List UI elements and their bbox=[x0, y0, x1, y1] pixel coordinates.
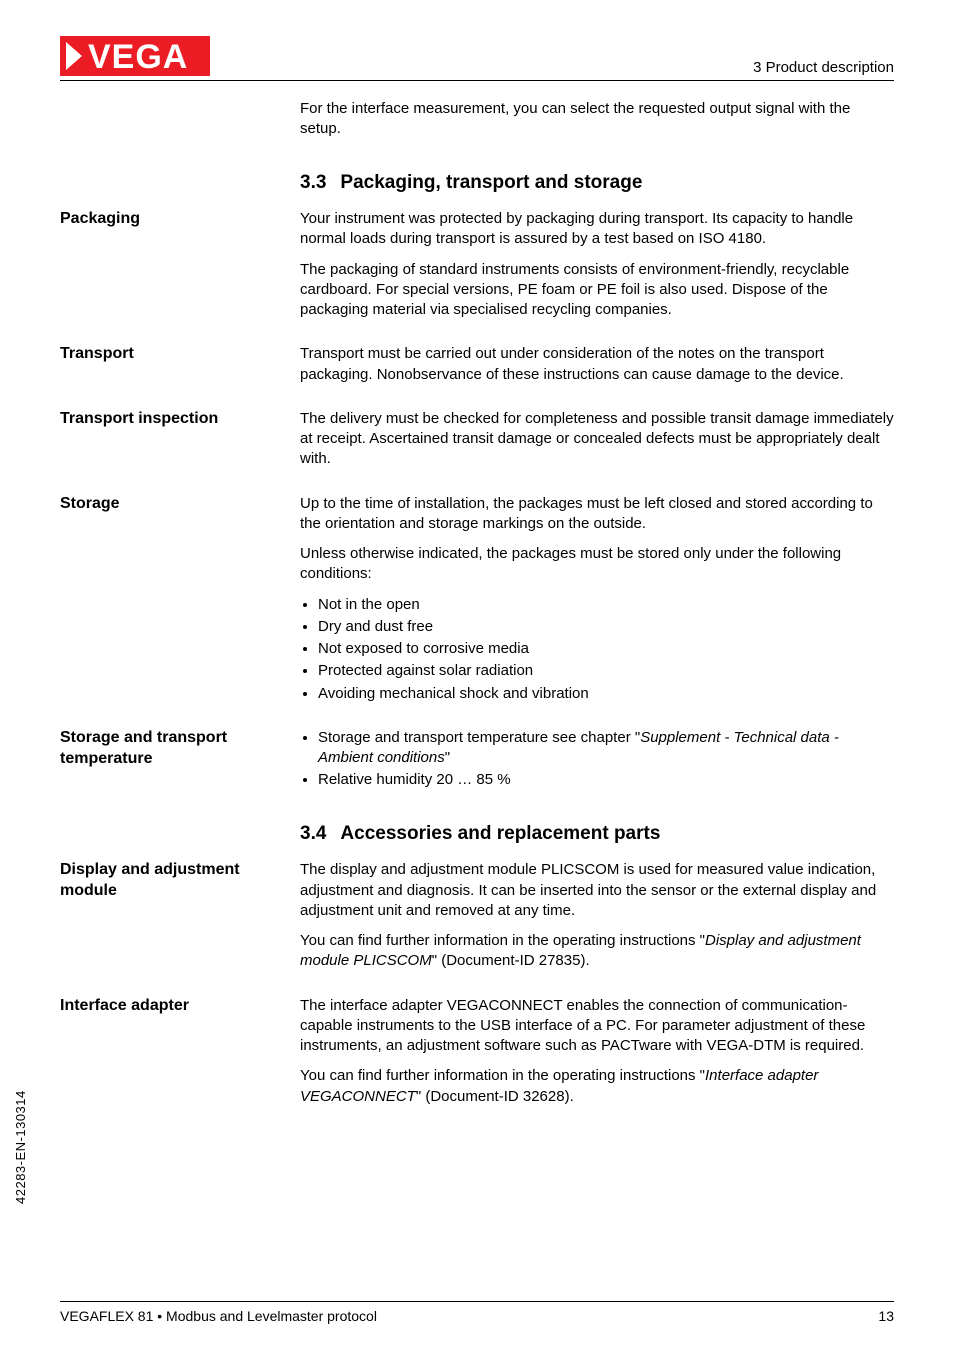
display-module-p2: You can find further information in the … bbox=[300, 931, 894, 972]
content: For the interface measurement, you can s… bbox=[60, 99, 894, 1117]
list-item: Not exposed to corrosive media bbox=[318, 639, 894, 659]
list-item: Storage and transport temperature see ch… bbox=[318, 728, 894, 769]
page-footer: VEGAFLEX 81 • Modbus and Levelmaster pro… bbox=[60, 1301, 894, 1324]
storage-p2: Unless otherwise indicated, the packages… bbox=[300, 544, 894, 585]
display-module-p1: The display and adjustment module PLICSC… bbox=[300, 860, 894, 921]
packaging-p2: The packaging of standard instruments co… bbox=[300, 260, 894, 321]
label-packaging: Packaging bbox=[60, 209, 300, 330]
transport-inspection-p1: The delivery must be checked for complet… bbox=[300, 409, 894, 470]
section-3-4-heading: 3.4Accessories and replacement parts bbox=[300, 821, 894, 847]
storage-temp-list: Storage and transport temperature see ch… bbox=[300, 728, 894, 791]
storage-conditions-list: Not in the open Dry and dust free Not ex… bbox=[300, 595, 894, 704]
svg-text:VEGA: VEGA bbox=[88, 38, 188, 76]
intro-paragraph: For the interface measurement, you can s… bbox=[300, 99, 894, 140]
list-item: Dry and dust free bbox=[318, 617, 894, 637]
list-item: Avoiding mechanical shock and vibration bbox=[318, 684, 894, 704]
footer-left: VEGAFLEX 81 • Modbus and Levelmaster pro… bbox=[60, 1308, 377, 1324]
list-item: Protected against solar radiation bbox=[318, 661, 894, 681]
interface-adapter-p1: The interface adapter VEGACONNECT enable… bbox=[300, 996, 894, 1057]
section-3-3-heading: 3.3Packaging, transport and storage bbox=[300, 170, 894, 196]
storage-p1: Up to the time of installation, the pack… bbox=[300, 494, 894, 535]
footer-page-number: 13 bbox=[878, 1308, 894, 1324]
packaging-p1: Your instrument was protected by packagi… bbox=[300, 209, 894, 250]
list-item: Not in the open bbox=[318, 595, 894, 615]
label-transport: Transport bbox=[60, 344, 300, 395]
header-section-title: 3 Product description bbox=[753, 59, 894, 76]
vega-logo: VEGA bbox=[60, 36, 210, 76]
document-id-vertical: 42283-EN-130314 bbox=[13, 1090, 28, 1204]
transport-p1: Transport must be carried out under cons… bbox=[300, 344, 894, 385]
page: VEGA 3 Product description For the inter… bbox=[0, 0, 954, 1354]
page-header: VEGA 3 Product description bbox=[60, 36, 894, 81]
label-storage: Storage bbox=[60, 494, 300, 714]
label-transport-inspection: Transport inspection bbox=[60, 409, 300, 480]
label-display-module: Display and adjustment module bbox=[60, 860, 300, 981]
label-interface-adapter: Interface adapter bbox=[60, 996, 300, 1117]
interface-adapter-p2: You can find further information in the … bbox=[300, 1066, 894, 1107]
list-item: Relative humidity 20 … 85 % bbox=[318, 770, 894, 790]
label-storage-temp: Storage and transport temperature bbox=[60, 728, 300, 801]
